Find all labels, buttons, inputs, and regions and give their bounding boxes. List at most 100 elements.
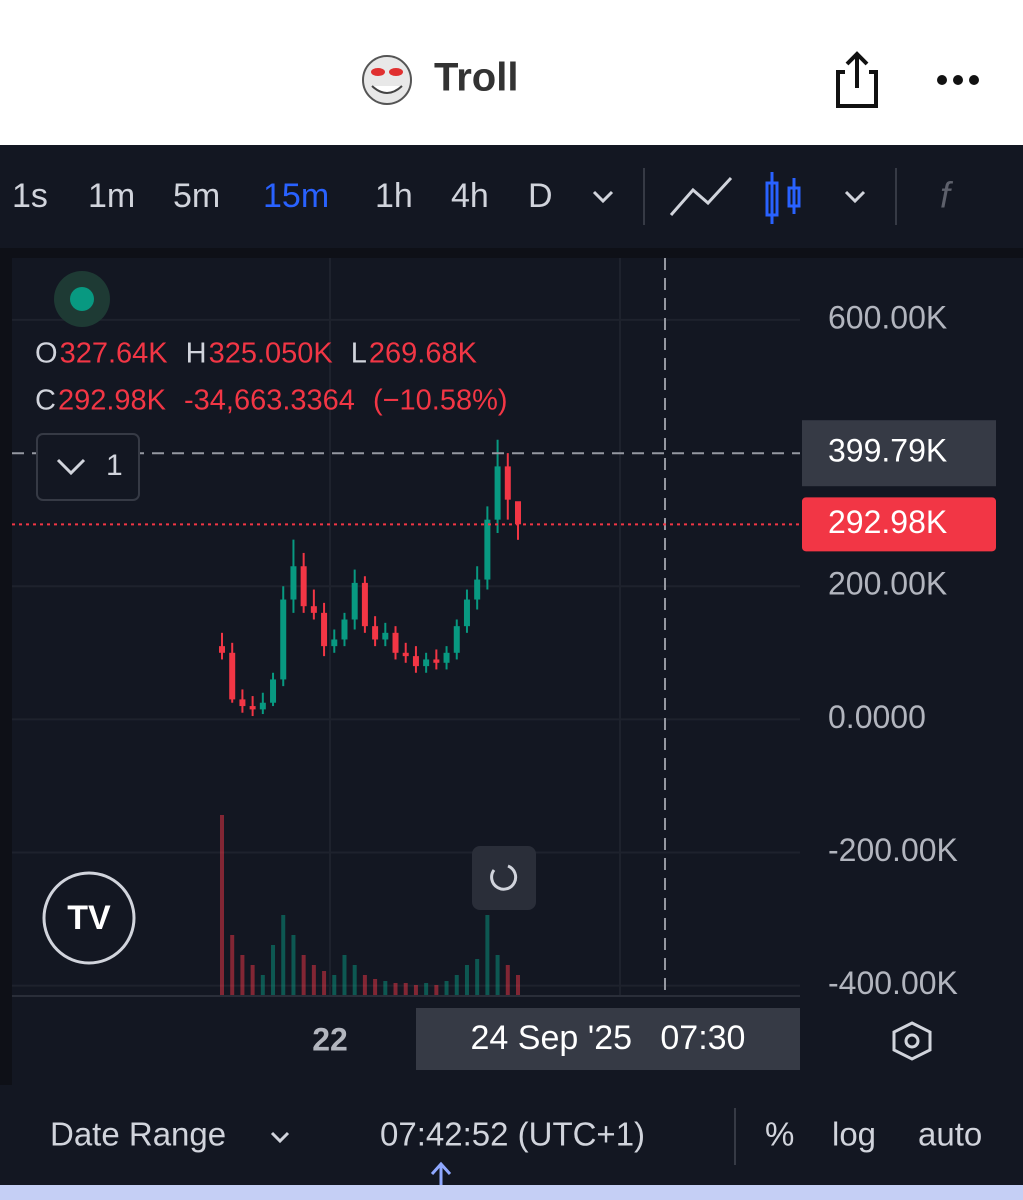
candle-body — [423, 659, 430, 667]
legend-text: (−10.58%) — [373, 385, 508, 417]
candle-body — [310, 606, 317, 613]
volume-bar — [332, 975, 337, 995]
candle-body — [474, 579, 481, 600]
legend-text: 325.050K — [209, 338, 334, 370]
crosshair-time: 24 Sep '25 07:30 — [471, 1019, 746, 1057]
candle-body — [484, 519, 491, 580]
logo: TV — [67, 899, 111, 937]
volume-bar — [362, 975, 367, 995]
reset-button[interactable] — [472, 846, 536, 910]
interval-button[interactable]: 1m — [88, 177, 135, 215]
chart-type-dropdown[interactable] — [844, 190, 866, 204]
candle-body — [443, 652, 450, 663]
volume-bar — [485, 915, 490, 995]
token-icon — [362, 55, 412, 105]
toolbar — [0, 145, 1023, 248]
interval-button[interactable]: 1h — [375, 177, 413, 215]
y-tick-label: -400.00K — [828, 965, 958, 1001]
volume-bar — [424, 983, 429, 995]
volume-bar — [464, 965, 469, 995]
time-crosshair-label — [416, 1008, 800, 1070]
indicator-count: 1 — [106, 449, 123, 482]
interval-button[interactable]: 5m — [173, 177, 220, 215]
status-dot — [70, 287, 94, 311]
volume-bar — [413, 985, 418, 995]
home-bar — [0, 1185, 1023, 1200]
crosshair-label-bg — [802, 420, 996, 487]
volume-bar — [352, 965, 357, 995]
indicator-toggle[interactable] — [36, 433, 140, 501]
interval-button[interactable]: 15m — [263, 177, 329, 215]
log-toggle[interactable]: log — [832, 1116, 876, 1153]
candle-body — [300, 566, 307, 607]
interval-button[interactable]: 4h — [451, 177, 489, 215]
chevron — [270, 1131, 290, 1144]
candle-body — [372, 626, 379, 640]
interval-button[interactable]: D — [528, 177, 553, 215]
volume-bar — [393, 983, 398, 995]
crosshair-price: 399.79K — [828, 433, 947, 469]
last-price: 292.98K — [828, 504, 947, 540]
candle-body — [331, 639, 338, 647]
volume-bar — [260, 975, 265, 995]
candle-body — [239, 699, 246, 707]
reset-icon — [490, 864, 518, 891]
candle-body — [341, 619, 348, 640]
more-button[interactable] — [937, 75, 979, 85]
y-tick-label: 600.00K — [828, 299, 947, 335]
volume-bar — [220, 815, 224, 995]
percent-toggle[interactable]: % — [765, 1116, 794, 1153]
candle-body — [290, 566, 297, 600]
candle-body — [259, 702, 266, 710]
candle-body — [402, 652, 409, 657]
candle-body — [382, 632, 389, 640]
volume-bar — [454, 975, 459, 995]
volume-bar — [444, 981, 449, 995]
line-chart-button[interactable] — [669, 176, 733, 216]
legend-text: L — [351, 338, 367, 370]
volume-bar — [505, 965, 510, 995]
auto-toggle[interactable]: auto — [918, 1116, 982, 1153]
share-button[interactable] — [836, 51, 878, 108]
candle-body — [504, 466, 511, 500]
candle-chart-button[interactable] — [765, 172, 801, 224]
logo-button[interactable] — [42, 871, 136, 965]
interval-dropdown[interactable] — [592, 190, 614, 204]
y-tick-label: -200.00K — [828, 832, 958, 868]
candle-body — [515, 501, 521, 525]
candle-body — [321, 612, 328, 647]
candle-body — [229, 652, 236, 700]
candle-body — [219, 646, 225, 653]
legend-text: 292.98K — [58, 385, 167, 417]
volume-bar — [291, 935, 296, 995]
chevron — [56, 458, 86, 476]
volume-bar — [342, 955, 347, 995]
interval-button[interactable]: 1s — [12, 177, 48, 215]
candle-body — [494, 466, 501, 520]
settings-button[interactable] — [892, 1021, 932, 1061]
volume-bar — [250, 965, 255, 995]
candle-body — [351, 582, 358, 620]
legend-text: O — [35, 338, 58, 370]
legend-text: C — [35, 385, 56, 417]
volume-bar — [322, 971, 327, 995]
candle-body — [453, 626, 460, 653]
volume-bar — [373, 979, 378, 995]
clock: 07:42:52 (UTC+1) — [380, 1116, 645, 1153]
volume-bar — [403, 983, 408, 995]
volume-bar — [516, 975, 520, 995]
volume-bar — [434, 985, 439, 995]
candle-body — [463, 599, 470, 627]
candle-body — [361, 582, 368, 627]
candle-body — [280, 599, 287, 680]
volume-bar — [230, 935, 235, 995]
volume-bar — [311, 965, 316, 995]
date-range-button[interactable]: Date Range — [50, 1116, 226, 1153]
y-tick-label: 0.0000 — [828, 699, 926, 735]
legend-text: -34,663.3364 — [184, 385, 355, 417]
volume-bar — [281, 915, 286, 995]
volume-bar — [271, 945, 276, 995]
chart-pane — [12, 258, 1023, 1085]
